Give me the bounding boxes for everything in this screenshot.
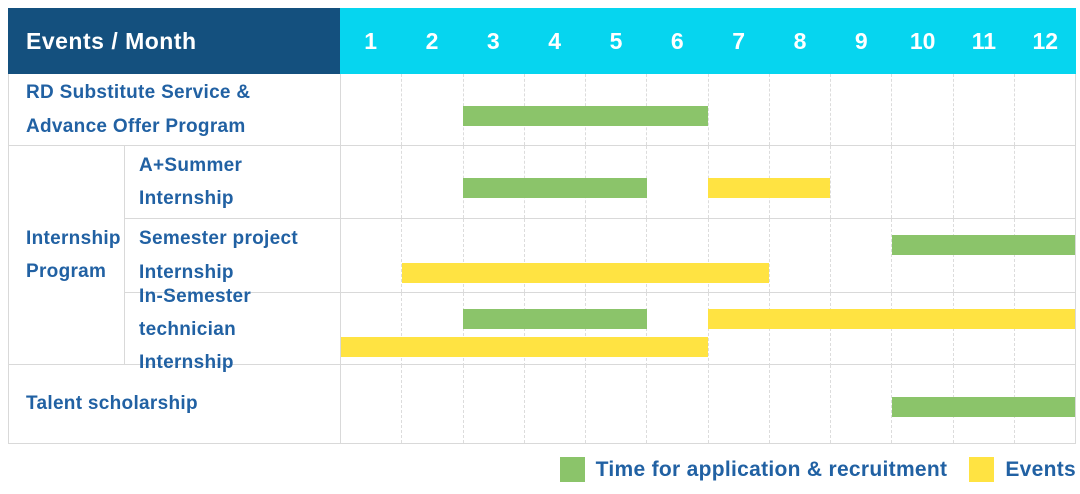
month-header-11: 11: [971, 27, 997, 54]
month-header-10: 10: [909, 27, 936, 54]
legend: Time for application & recruitment Event…: [559, 457, 1076, 482]
gantt-bar-application: [891, 397, 1075, 417]
legend-label-events: Events: [1005, 457, 1076, 481]
month-gridlines: [341, 219, 1075, 292]
month-header-9: 9: [854, 27, 868, 54]
legend-label-application: Time for application & recruitment: [595, 457, 948, 481]
month-gridlines: [341, 293, 1075, 366]
row-talent-scholarship: Talent scholarship: [9, 365, 1075, 443]
row-label-rd-substitute: RD Substitute Service & Advance Offer Pr…: [9, 74, 341, 145]
month-header-5: 5: [609, 27, 623, 54]
table-header-row: Events / Month 1 2 3 4 5 6 7 8 9 10 11 12: [8, 8, 1076, 74]
gantt-bar-application: [891, 235, 1075, 255]
row-label-semester-project: Semester project Internship: [125, 219, 341, 292]
gantt-table: Events / Month 1 2 3 4 5 6 7 8 9 10 11 12 RD Substi…: [8, 8, 1076, 444]
group-label-internship-program: Internship Program: [9, 146, 125, 364]
row-in-semester-technician: In-Semester technician Internship: [125, 286, 1075, 373]
chart-cell-in-semester-technician: [341, 293, 1075, 366]
row-semester-project: Semester project Internship: [125, 219, 1075, 293]
row-a-plus-summer: A+Summer Internship: [125, 146, 1075, 219]
row-rd-substitute: RD Substitute Service & Advance Offer Pr…: [9, 74, 1075, 146]
month-header-2: 2: [425, 27, 439, 54]
month-header-12: 12: [1032, 27, 1059, 54]
month-header-8: 8: [793, 27, 807, 54]
month-header-7: 7: [732, 27, 746, 54]
gantt-bar-event: [708, 178, 831, 198]
corner-header-label: Events / Month: [26, 27, 197, 54]
green-swatch-icon: [559, 457, 585, 482]
row-label-talent-scholarship: Talent scholarship: [9, 365, 341, 443]
month-header-1: 1: [364, 27, 378, 54]
chart-cell-rd-substitute: [341, 74, 1075, 145]
row-group-internship-program: Internship Program A+Summer Internship S…: [9, 146, 1075, 373]
gantt-bar-event: [708, 309, 1075, 329]
month-gridlines: [341, 74, 1075, 145]
legend-item-events: Events: [969, 457, 1076, 482]
corner-header-cell: Events / Month: [8, 8, 340, 74]
row-label-in-semester-technician: In-Semester technician Internship: [125, 286, 341, 373]
month-header-4: 4: [548, 27, 562, 54]
gantt-bar-event: [402, 263, 770, 283]
internship-subrows: A+Summer Internship Semester project Int…: [125, 146, 1075, 373]
chart-cell-talent-scholarship: [341, 365, 1075, 443]
chart-cell-semester-project: [341, 219, 1075, 292]
gantt-bar-application: [463, 178, 647, 198]
gantt-bar-application: [463, 106, 708, 126]
chart-cell-a-plus-summer: [341, 146, 1075, 218]
table-body: RD Substitute Service & Advance Offer Pr…: [8, 74, 1076, 444]
gantt-bar-application: [463, 309, 647, 329]
month-header-6: 6: [670, 27, 684, 54]
gantt-bar-event: [341, 337, 708, 357]
yellow-swatch-icon: [969, 457, 995, 482]
month-header-3: 3: [486, 27, 500, 54]
months-header: 1 2 3 4 5 6 7 8 9 10 11 12: [340, 8, 1076, 74]
legend-item-application: Time for application & recruitment: [559, 457, 948, 482]
row-label-a-plus-summer: A+Summer Internship: [125, 146, 341, 218]
